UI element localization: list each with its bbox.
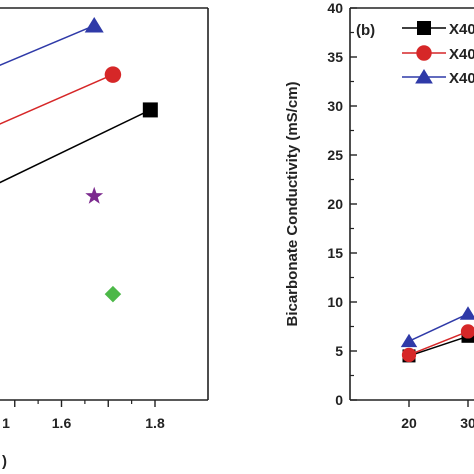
left-square-point xyxy=(142,102,158,118)
right-y-tick-label: 10 xyxy=(327,294,343,310)
legend-label: X40 xyxy=(449,46,474,63)
left-series-line xyxy=(0,73,114,125)
legend-square-marker xyxy=(417,21,431,35)
legend-label: X40 xyxy=(449,21,474,38)
left-x-tick-label-partial: 1 xyxy=(2,415,10,431)
right-triangle-point xyxy=(400,333,418,348)
right-panel: 0 5 10 15 20 25 30 35 40 20 30 Bicarbonate Conducti… xyxy=(284,0,474,431)
right-x-tick-label: 30 xyxy=(460,415,474,431)
left-star-point xyxy=(85,186,104,204)
right-y-tick-label: 40 xyxy=(327,0,343,16)
right-series-line xyxy=(408,335,469,357)
legend-label: X40 xyxy=(449,70,474,87)
left-x-tick-label: 1.6 xyxy=(52,415,72,431)
legend-triangle-marker xyxy=(415,68,433,84)
right-y-tick-label: 30 xyxy=(327,98,343,114)
left-panel: 1.6 1.8 1) xyxy=(0,7,209,470)
right-y-axis-title: Bicarbonate Conductivity (mS/cm) xyxy=(284,81,301,326)
left-diamond-point xyxy=(104,285,122,303)
right-panel-label: (b) xyxy=(356,22,375,39)
right-x-tick-label: 20 xyxy=(401,415,417,431)
left-series-line xyxy=(0,109,151,184)
right-series-line xyxy=(408,330,469,356)
right-y-tick-label: 15 xyxy=(327,245,343,261)
right-y-tick-label: 20 xyxy=(327,196,343,212)
left-x-tick-label: 1.8 xyxy=(145,415,165,431)
right-circle-point xyxy=(460,324,474,339)
right-triangle-point xyxy=(459,306,474,320)
right-series-line xyxy=(408,313,469,342)
left-series-line xyxy=(0,24,95,66)
left-panel-label: ) xyxy=(2,453,7,470)
right-y-tick-label: 25 xyxy=(327,147,343,163)
right-circle-point xyxy=(401,347,417,363)
left-circle-point xyxy=(104,66,122,83)
right-y-tick-label: 0 xyxy=(335,392,343,408)
right-y-tick-label: 35 xyxy=(327,49,343,65)
right-y-tick-label: 5 xyxy=(335,343,343,359)
left-triangle-point xyxy=(84,17,104,33)
legend-circle-marker xyxy=(416,45,432,61)
